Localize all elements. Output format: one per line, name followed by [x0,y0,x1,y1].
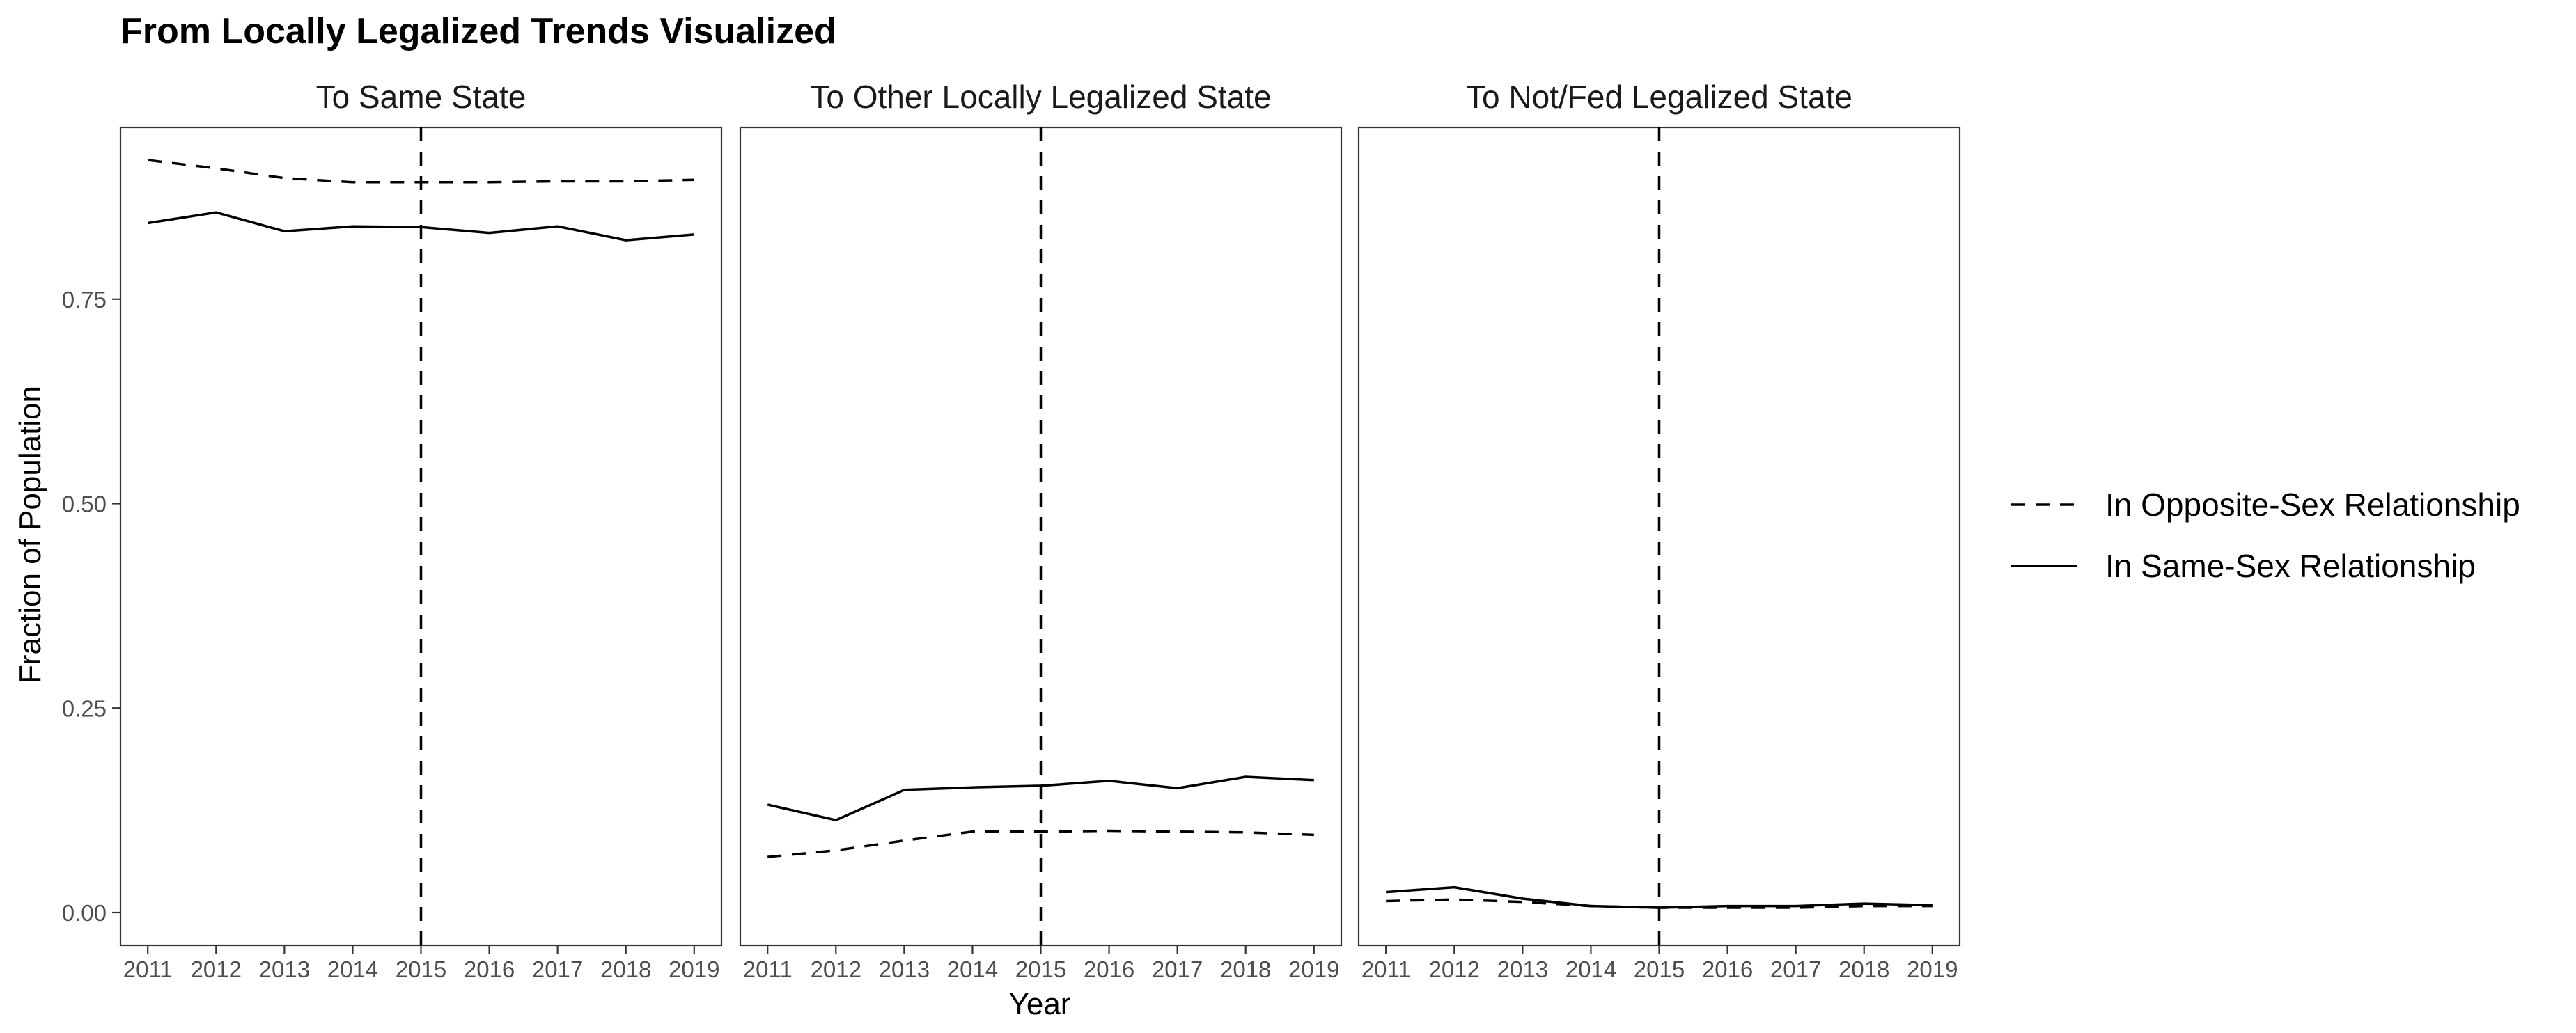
x-tick-label: 2019 [1288,956,1339,982]
legend-label: In Same-Sex Relationship [2105,548,2476,584]
opposite-sex-series-line [147,159,694,184]
panels: To Same State 2011 2012 2013 2014 2015 2016 201… [62,79,1961,982]
same-sex-series-line [147,211,694,242]
legend: In Opposite-Sex Relationship In Same-Sex … [2011,487,2520,584]
panel-1: To Same State 2011 2012 2013 2014 2015 2016 201… [62,79,723,982]
x-tick-label: 2017 [1152,956,1203,982]
x-tick-label: 2016 [464,956,515,982]
panel-3: To Not/Fed Legalized State 2011 2012 2013 20… [1357,79,1961,982]
legend-label: In Opposite-Sex Relationship [2105,487,2520,523]
y-tick-label: 0.00 [62,900,107,926]
x-tick-label: 2015 [396,956,446,982]
same-sex-series-line [767,775,1314,821]
x-tick-label: 2013 [259,956,310,982]
x-tick-label: 2014 [947,956,998,982]
x-tick-label: 2019 [1907,956,1958,982]
x-tick-label: 2014 [1566,956,1616,982]
y-tick-label: 0.75 [62,287,107,313]
opposite-sex-series-line [767,829,1314,858]
x-tick-label: 2017 [532,956,583,982]
panel-title: To Same State [316,79,526,115]
x-tick-label: 2013 [879,956,930,982]
x-tick-label: 2019 [669,956,719,982]
x-tick-label: 2018 [1220,956,1271,982]
x-tick-label: 2016 [1084,956,1134,982]
x-tick-label: 2015 [1015,956,1066,982]
legend-item: In Same-Sex Relationship [2011,548,2476,584]
x-tick-label: 2011 [743,956,793,982]
x-tick-label: 2012 [811,956,861,982]
x-tick-label: 2011 [123,956,173,982]
legend-item: In Opposite-Sex Relationship [2011,487,2520,523]
panel-2: To Other Locally Legalized State 2011 2012… [739,79,1343,982]
x-tick-label: 2018 [600,956,651,982]
x-tick-label: 2015 [1634,956,1685,982]
x-tick-label: 2012 [1429,956,1480,982]
panel-title: To Not/Fed Legalized State [1466,79,1852,115]
x-tick-label: 2014 [327,956,378,982]
y-axis-title: Fraction of Population [13,386,47,684]
x-tick-label: 2016 [1702,956,1753,982]
x-tick-label: 2013 [1497,956,1548,982]
y-tick-label: 0.25 [62,695,107,721]
x-axis-title: Year [1009,987,1071,1021]
panel-title: To Other Locally Legalized State [810,79,1271,115]
same-sex-series-line [1386,885,1933,909]
x-tick-label: 2017 [1770,956,1821,982]
x-tick-label: 2011 [1361,956,1411,982]
x-tick-label: 2018 [1839,956,1889,982]
x-tick-label: 2012 [191,956,242,982]
chart-title: From Locally Legalized Trends Visualized [120,11,836,52]
y-tick-label: 0.50 [62,491,107,517]
